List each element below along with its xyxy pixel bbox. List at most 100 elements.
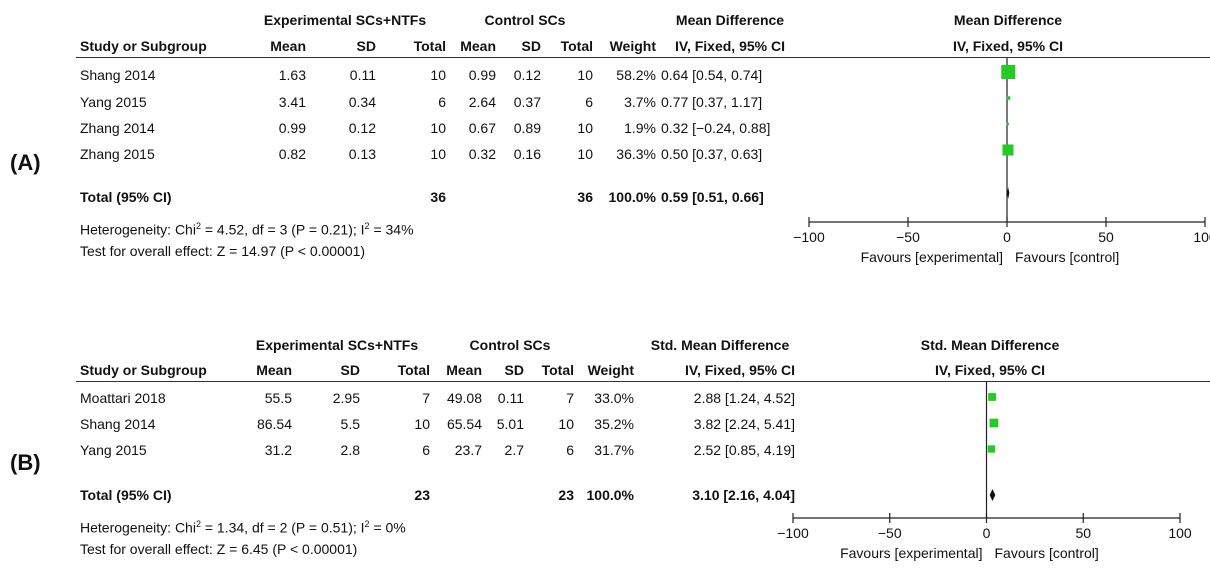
study-marker — [1006, 96, 1011, 100]
exp-total: 7 — [422, 390, 430, 406]
ctl-mean: 2.64 — [468, 94, 496, 110]
exp-total: 6 — [422, 442, 430, 458]
ctl-sd: 2.7 — [504, 442, 524, 458]
total-exp: 36 — [430, 189, 446, 205]
heterogeneity-text: Heterogeneity: Chi2 = 1.34, df = 2 (P = … — [80, 519, 406, 536]
column-header-ctl-mean: Mean — [446, 362, 482, 378]
study-name: Moattari 2018 — [80, 390, 166, 406]
control-group-header: Control SCs — [469, 337, 551, 353]
summary-diamond — [1007, 187, 1010, 199]
forest-plot-a: −100 −50 0 50 100 Favours [experimental] Favou… — [793, 58, 1210, 265]
forest-plot-panel-b: (B) Experimental SCs+NTFs Control SCs St… — [0, 290, 1210, 577]
study-marker — [1006, 122, 1009, 126]
column-header-ci: IV, Fixed, 95% CI — [685, 362, 795, 378]
effect-ci: 0.50 [0.37, 0.63] — [661, 146, 763, 162]
effect-title-plot: Std. Mean Difference — [920, 337, 1060, 353]
exp-mean: 3.41 — [278, 94, 306, 110]
exp-sd: 0.13 — [348, 146, 376, 162]
exp-total: 10 — [414, 416, 430, 432]
column-header-exp-total: Total — [397, 362, 430, 378]
summary-diamond — [989, 489, 996, 501]
exp-sd: 2.8 — [340, 442, 360, 458]
study-marker — [1001, 65, 1016, 79]
column-header-exp-sd: SD — [356, 38, 376, 54]
ctl-sd: 5.01 — [496, 416, 524, 432]
effect-ci: 0.32 [−0.24, 0.88] — [661, 120, 771, 136]
study-name: Zhang 2015 — [80, 146, 155, 162]
panel-label: (B) — [10, 450, 41, 475]
ctl-sd: 0.11 — [497, 390, 524, 406]
column-header-ctl-sd: SD — [521, 38, 541, 54]
total-ci: 3.10 [2.16, 4.04] — [692, 487, 795, 503]
column-header-exp-mean: Mean — [256, 362, 292, 378]
favours-control-label: Favours [control] — [995, 545, 1099, 561]
exp-sd: 0.34 — [348, 94, 376, 110]
column-header-weight: Weight — [587, 362, 634, 378]
ctl-sd: 0.37 — [513, 94, 541, 110]
ctl-total: 10 — [558, 416, 574, 432]
column-header-exp-sd: SD — [340, 362, 360, 378]
x-tick-label: −50 — [878, 525, 902, 541]
exp-total: 10 — [430, 120, 446, 136]
forest-plot-panel-a: (A) Experimental SCs+NTFs Control SCs Me… — [10, 12, 1210, 265]
exp-sd: 0.12 — [348, 120, 376, 136]
overall-effect-text: Test for overall effect: Z = 6.45 (P < 0… — [80, 541, 358, 557]
ctl-sd: 0.16 — [513, 146, 541, 162]
weight: 1.9% — [624, 120, 656, 136]
column-header-ci: IV, Fixed, 95% CI — [675, 38, 785, 54]
weight: 33.0% — [594, 390, 634, 406]
ctl-sd: 0.12 — [513, 67, 541, 83]
study-marker — [989, 418, 999, 428]
exp-mean: 55.5 — [264, 390, 292, 406]
ctl-mean: 0.67 — [468, 120, 496, 136]
experimental-group-header: Experimental SCs+NTFs — [263, 12, 427, 28]
favours-control-label: Favours [control] — [1015, 249, 1119, 265]
weight: 58.2% — [616, 67, 656, 83]
total-ctl: 23 — [558, 487, 574, 503]
column-header-study: Study or Subgroup — [80, 38, 207, 54]
exp-sd: 2.95 — [332, 390, 360, 406]
total-label: Total (95% CI) — [80, 189, 172, 205]
total-ctl: 36 — [577, 189, 593, 205]
exp-mean: 31.2 — [264, 442, 292, 458]
experimental-group-header: Experimental SCs+NTFs — [255, 337, 419, 353]
heterogeneity-text: Heterogeneity: Chi2 = 4.52, df = 3 (P = … — [80, 221, 414, 238]
study-name: Shang 2014 — [80, 416, 156, 432]
study-marker — [987, 445, 996, 453]
x-tick-label: 50 — [1075, 525, 1091, 541]
study-name: Zhang 2014 — [80, 120, 155, 136]
total-weight: 100.0% — [608, 189, 656, 205]
exp-sd: 0.11 — [349, 67, 376, 83]
column-header-weight: Weight — [609, 38, 656, 54]
column-header-ctl-mean: Mean — [460, 38, 496, 54]
total-weight: 100.0% — [586, 487, 634, 503]
favours-experimental-label: Favours [experimental] — [840, 545, 982, 561]
effect-ci: 2.88 [1.24, 4.52] — [693, 390, 795, 406]
total-exp: 23 — [414, 487, 430, 503]
x-tick-label: 0 — [1003, 229, 1011, 245]
exp-mean: 0.82 — [278, 146, 306, 162]
forest-plot-b: −100 −50 0 50 100 Favours [experimental] Favou… — [777, 382, 1192, 561]
ctl-mean: 49.08 — [446, 390, 482, 406]
column-header-ctl-total: Total — [541, 362, 574, 378]
ctl-total: 10 — [577, 120, 593, 136]
total-ci: 0.59 [0.51, 0.66] — [661, 189, 764, 205]
ctl-total: 7 — [566, 390, 574, 406]
x-tick-label: −100 — [793, 229, 825, 245]
study-marker — [988, 393, 996, 401]
column-header-ctl-total: Total — [560, 38, 593, 54]
ctl-mean: 0.32 — [468, 146, 496, 162]
x-tick-label: 50 — [1098, 229, 1114, 245]
column-header-exp-mean: Mean — [270, 38, 306, 54]
column-header-ctl-sd: SD — [504, 362, 524, 378]
effect-subtitle-plot: IV, Fixed, 95% CI — [953, 38, 1063, 54]
total-label: Total (95% CI) — [80, 487, 172, 503]
ctl-total: 10 — [577, 146, 593, 162]
study-marker — [1002, 144, 1014, 156]
ctl-total: 10 — [577, 67, 593, 83]
header-rule — [76, 57, 1210, 58]
effect-ci: 0.77 [0.37, 1.17] — [661, 94, 763, 110]
exp-mean: 0.99 — [278, 120, 306, 136]
exp-total: 10 — [430, 146, 446, 162]
weight: 35.2% — [594, 416, 634, 432]
